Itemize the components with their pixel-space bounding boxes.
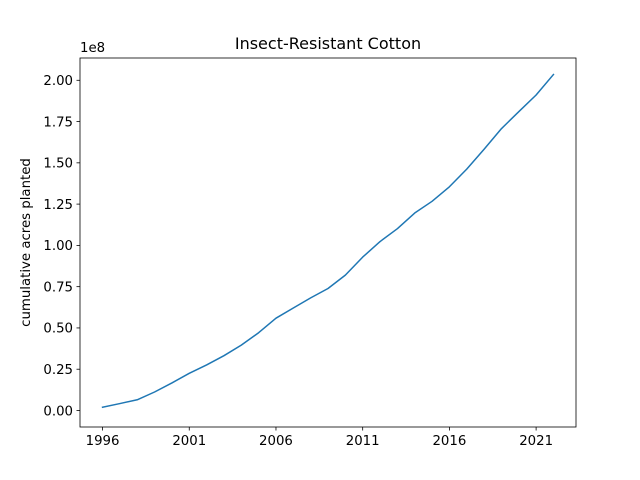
x-tick-label: 2021 — [519, 434, 553, 449]
series-line — [101, 73, 555, 409]
y-axis-ticks: 0.00 0.25 0.50 0.75 1.00 1.25 1.50 1.75 2.00 — [43, 74, 80, 419]
y-tick-label: 1.00 — [43, 239, 73, 254]
x-tick-label: 1996 — [86, 434, 120, 449]
x-tick-label: 2016 — [432, 434, 466, 449]
axes-frame — [79, 57, 577, 428]
x-tick-label: 2006 — [259, 434, 293, 449]
y-tick-label: 1.25 — [43, 198, 73, 213]
x-axis-ticks: 1996 2001 2006 2011 2016 2021 — [86, 427, 553, 449]
y-tick-label: 0.75 — [43, 280, 73, 295]
y-axis-label: cumulative acres planted — [19, 158, 34, 327]
y-tick-label: 2.00 — [43, 74, 73, 89]
y-tick-label: 1.50 — [43, 157, 73, 172]
y-tick-label: 1.75 — [43, 115, 73, 130]
y-tick-label: 0.00 — [43, 404, 73, 419]
chart-title: Insect-Resistant Cotton — [235, 34, 421, 53]
y-tick-label: 0.50 — [43, 322, 73, 337]
y-axis-offset-text: 1e8 — [80, 41, 105, 56]
x-tick-label: 2001 — [172, 434, 206, 449]
y-tick-label: 0.25 — [43, 363, 73, 378]
x-tick-label: 2011 — [346, 434, 380, 449]
plot-area — [101, 73, 555, 409]
